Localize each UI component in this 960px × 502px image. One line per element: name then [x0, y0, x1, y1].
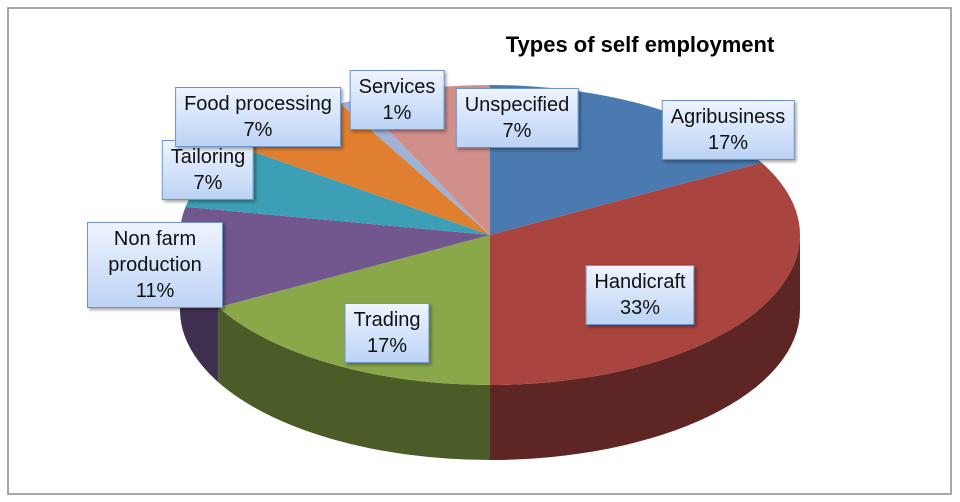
value-label: 1%	[382, 102, 412, 124]
value-label: 33%	[619, 297, 661, 319]
data-label: Tailoring 7%	[161, 140, 255, 200]
data-label: Handicraft 33%	[585, 265, 695, 325]
data-label: Trading 17%	[344, 303, 430, 363]
value-label: 17%	[707, 132, 749, 154]
category-label: Non farm production	[108, 228, 202, 276]
category-label: Food processing	[184, 93, 332, 115]
chart-title: Types of self employment	[505, 32, 775, 57]
data-label: Food processing 7%	[175, 87, 341, 147]
data-label: Agribusiness 17%	[661, 100, 795, 160]
slice-side	[180, 235, 219, 383]
slice	[185, 146, 490, 235]
value-label: 11%	[135, 280, 175, 302]
category-label: Agribusiness	[670, 106, 786, 128]
value-label: 7%	[193, 172, 223, 194]
slice-side	[490, 235, 800, 460]
slice	[340, 99, 490, 235]
slice	[179, 206, 490, 308]
category-label: Services	[358, 76, 436, 98]
category-label: Handicraft	[594, 271, 686, 293]
slice-side	[218, 307, 491, 460]
data-label: Unspecified 7%	[455, 88, 579, 148]
value-label: 7%	[502, 120, 532, 142]
category-label: Tailoring	[170, 146, 246, 168]
value-label: 17%	[366, 335, 408, 357]
category-label: Trading	[353, 309, 421, 331]
data-label: Non farm production 11%	[87, 222, 223, 308]
category-label: Unspecified	[464, 94, 570, 116]
data-label: Services 1%	[349, 70, 445, 130]
value-label: 7%	[243, 119, 273, 141]
